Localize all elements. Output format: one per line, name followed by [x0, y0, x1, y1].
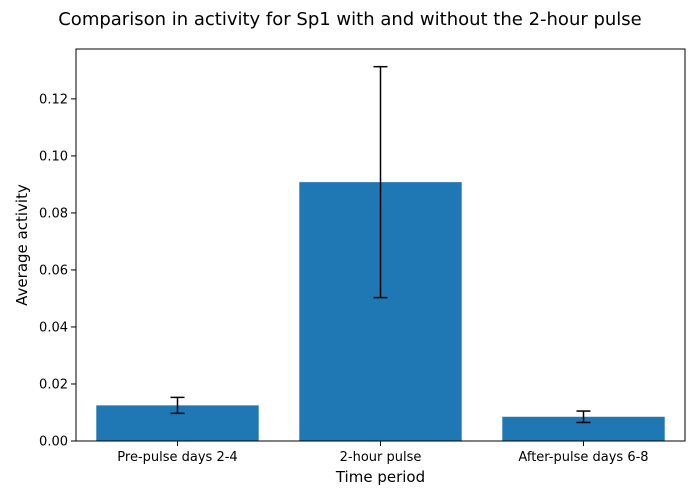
x-tick-label: Pre-pulse days 2-4 [117, 450, 237, 465]
x-tick-label: 2-hour pulse [340, 450, 422, 465]
y-tick-label: 0.06 [39, 263, 68, 278]
plot-frame [75, 48, 686, 442]
plot-area: Pre-pulse days 2-4 2-hour pulse After-puls… [39, 48, 686, 465]
y-axis-label: Average activity [13, 184, 31, 306]
error-bar-3 [576, 410, 591, 424]
y-tick-label: 0.02 [39, 377, 68, 392]
error-bar-2 [373, 65, 388, 299]
x-tick-label: After-pulse days 6-8 [518, 450, 648, 465]
y-tick-label: 0.08 [39, 206, 68, 221]
chart-title: Comparison in activity for Sp1 with and … [58, 9, 642, 30]
y-tick-label: 0.04 [39, 320, 68, 335]
y-tick-label: 0.10 [39, 149, 68, 164]
y-tick-label: 0.12 [39, 92, 68, 107]
error-bar-1 [170, 396, 185, 415]
y-tick-label: 0.00 [39, 435, 68, 450]
x-axis-label: Time period [335, 468, 425, 486]
